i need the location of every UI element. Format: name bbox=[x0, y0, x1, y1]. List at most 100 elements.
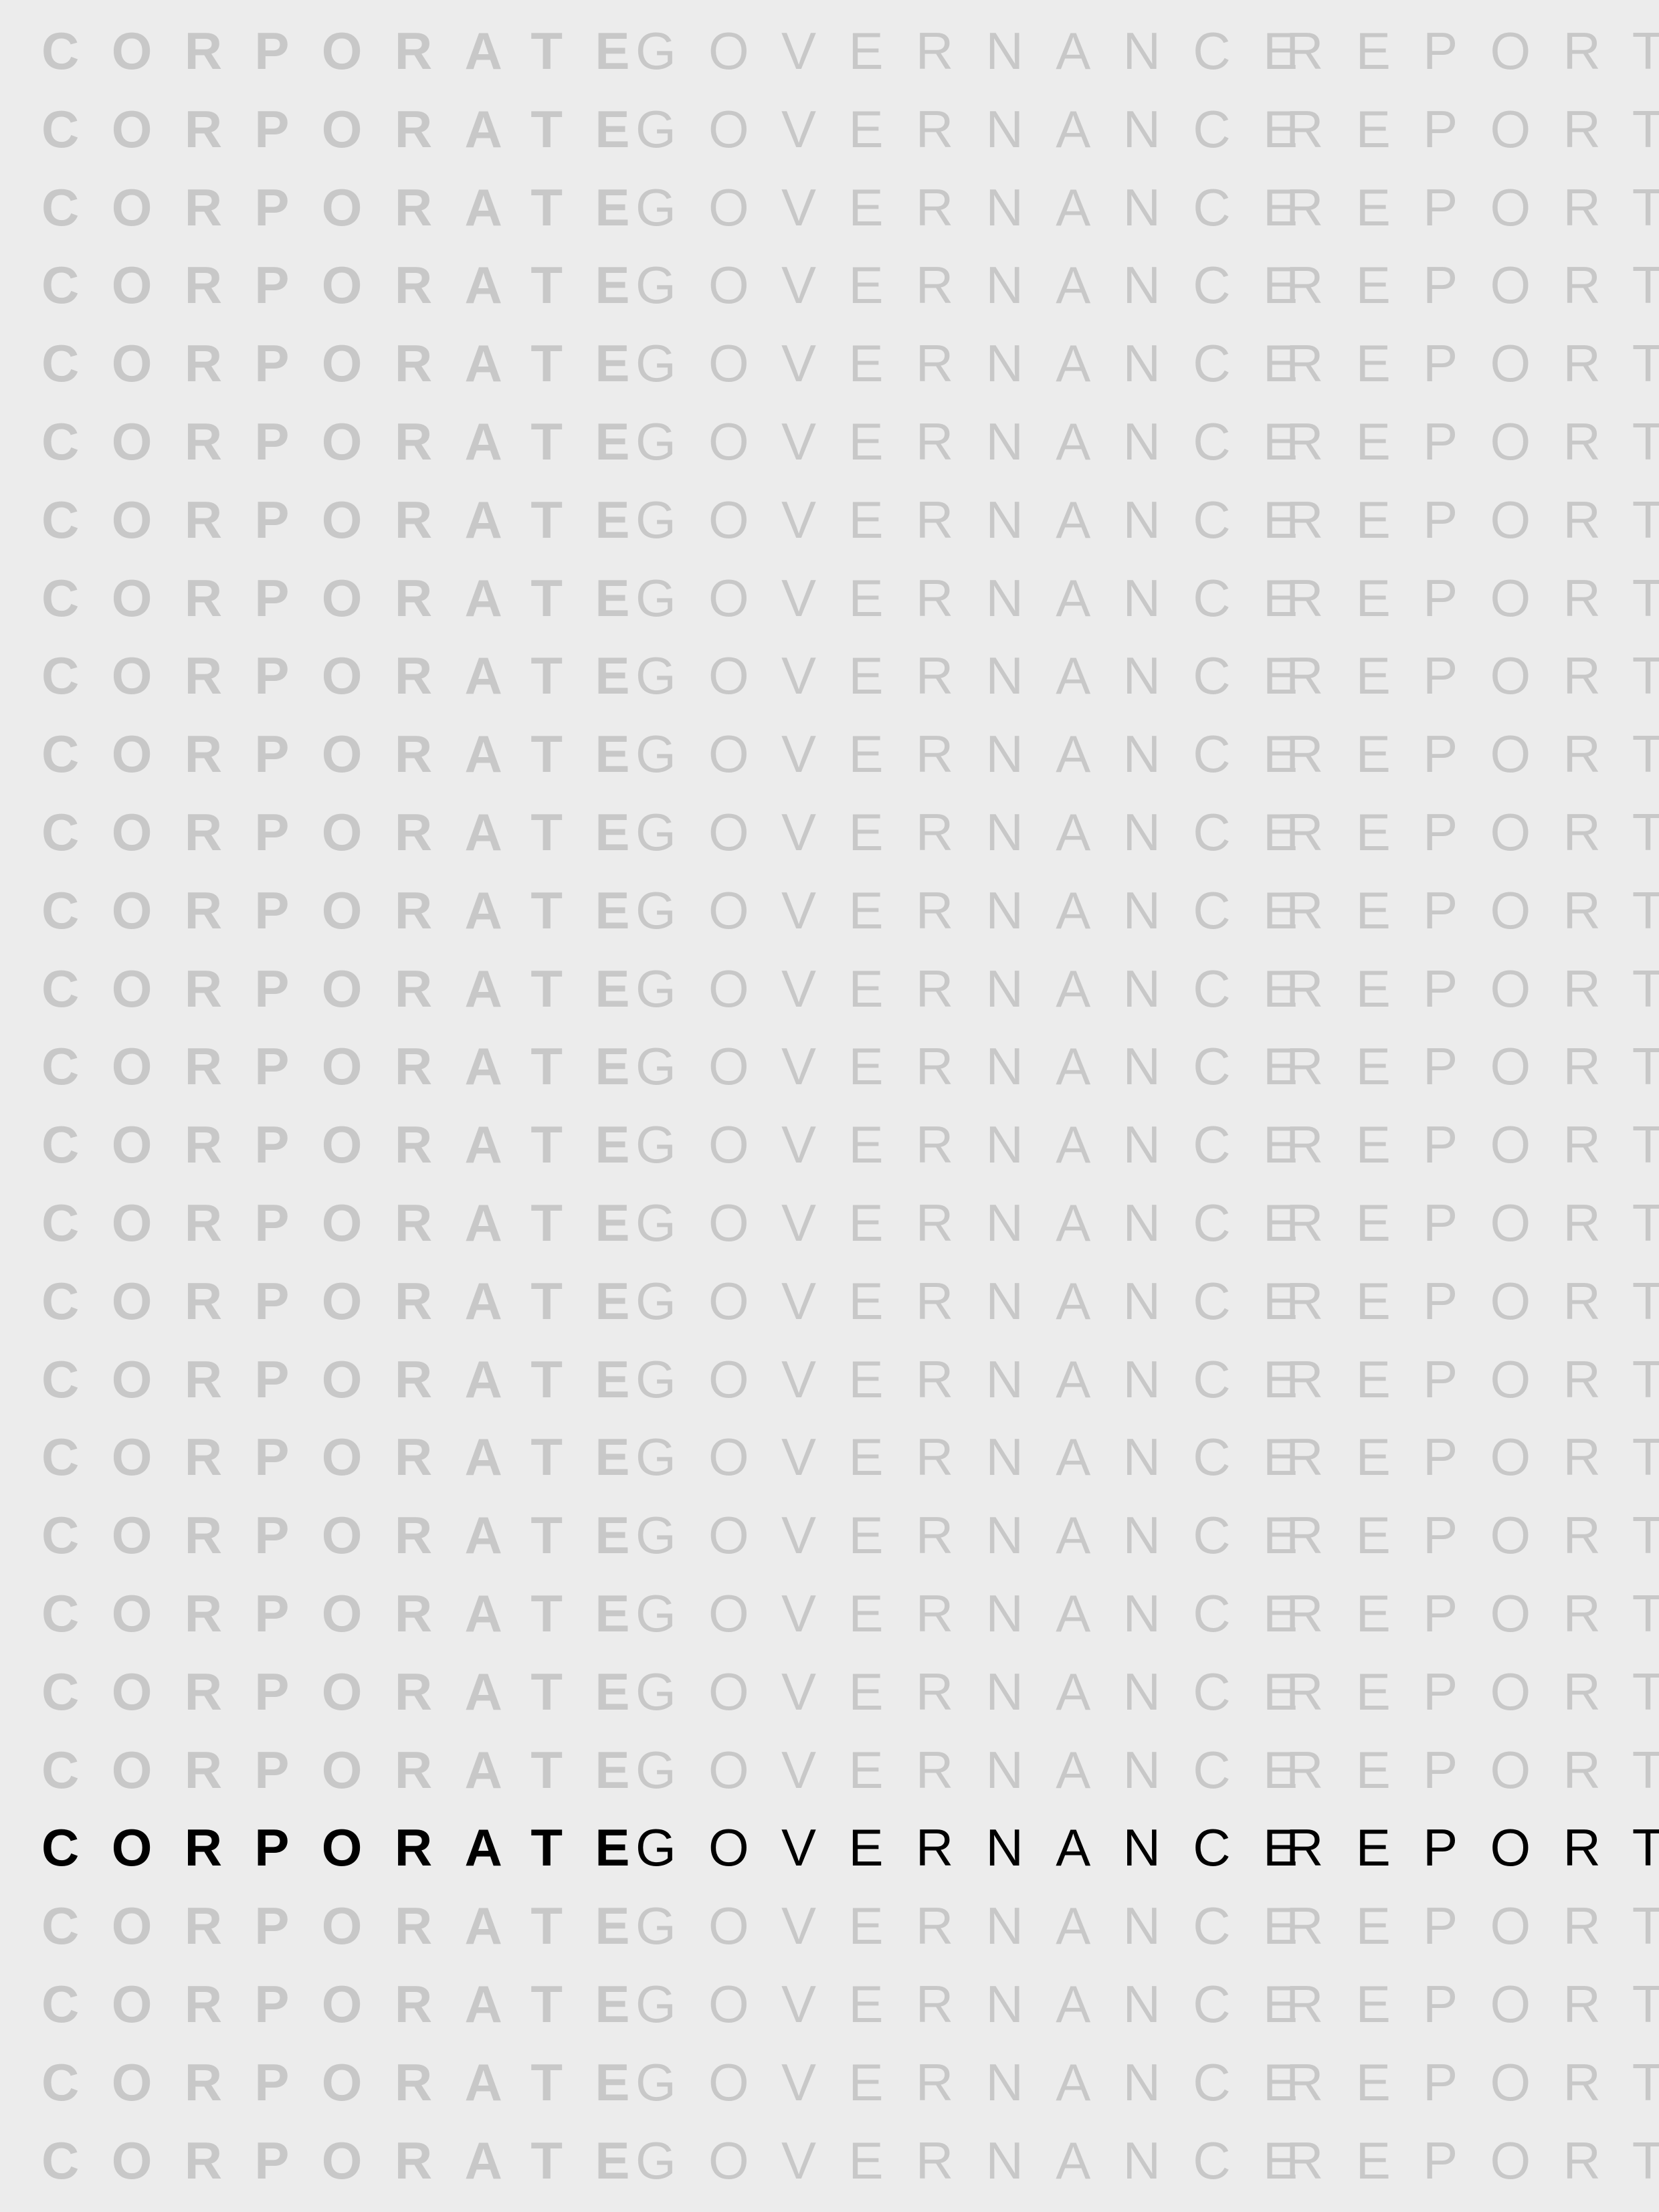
title-row: CORPORATE GOVERNANCE REPORT bbox=[41, 793, 1659, 872]
title-row: CORPORATE GOVERNANCE REPORT bbox=[41, 324, 1659, 403]
title-row: CORPORATE GOVERNANCE REPORT bbox=[41, 1184, 1659, 1262]
word-corporate: CORPORATE bbox=[41, 178, 662, 237]
word-governance: GOVERNANCE bbox=[636, 256, 1331, 314]
title-row: CORPORATE GOVERNANCE REPORT bbox=[41, 1887, 1659, 1965]
word-report: REPORT bbox=[1286, 1272, 1659, 1330]
word-report: REPORT bbox=[1286, 646, 1659, 705]
word-corporate: CORPORATE bbox=[41, 881, 662, 940]
word-corporate: CORPORATE bbox=[41, 2053, 662, 2112]
word-report: REPORT bbox=[1286, 1506, 1659, 1565]
word-governance: GOVERNANCE bbox=[636, 1818, 1331, 1877]
word-report: REPORT bbox=[1286, 959, 1659, 1018]
word-governance: GOVERNANCE bbox=[636, 1193, 1331, 1252]
word-corporate: CORPORATE bbox=[41, 1740, 662, 1799]
word-corporate: CORPORATE bbox=[41, 1662, 662, 1721]
word-governance: GOVERNANCE bbox=[636, 178, 1331, 237]
word-report: REPORT bbox=[1286, 412, 1659, 471]
word-corporate: CORPORATE bbox=[41, 21, 662, 80]
word-governance: GOVERNANCE bbox=[636, 724, 1331, 783]
word-governance: GOVERNANCE bbox=[636, 646, 1331, 705]
word-governance: GOVERNANCE bbox=[636, 490, 1331, 549]
word-report: REPORT bbox=[1286, 1350, 1659, 1409]
title-row: CORPORATE GOVERNANCE REPORT bbox=[41, 872, 1659, 950]
word-governance: GOVERNANCE bbox=[636, 1740, 1331, 1799]
title-row: CORPORATE GOVERNANCE REPORT bbox=[41, 1340, 1659, 1419]
title-row: CORPORATE GOVERNANCE REPORT bbox=[41, 246, 1659, 324]
word-corporate: CORPORATE bbox=[41, 646, 662, 705]
title-row: CORPORATE GOVERNANCE REPORT bbox=[41, 169, 1659, 247]
word-governance: GOVERNANCE bbox=[636, 21, 1331, 80]
word-report: REPORT bbox=[1286, 1427, 1659, 1486]
word-corporate: CORPORATE bbox=[41, 1193, 662, 1252]
word-governance: GOVERNANCE bbox=[636, 1506, 1331, 1565]
word-governance: GOVERNANCE bbox=[636, 412, 1331, 471]
word-report: REPORT bbox=[1286, 1584, 1659, 1643]
word-governance: GOVERNANCE bbox=[636, 1975, 1331, 2033]
title-row: CORPORATE GOVERNANCE REPORT bbox=[41, 1262, 1659, 1340]
word-governance: GOVERNANCE bbox=[636, 1272, 1331, 1330]
word-governance: GOVERNANCE bbox=[636, 1115, 1331, 1174]
title-row: CORPORATE GOVERNANCE REPORT bbox=[41, 1965, 1659, 2043]
word-report: REPORT bbox=[1286, 256, 1659, 314]
word-corporate: CORPORATE bbox=[41, 1037, 662, 1096]
word-corporate: CORPORATE bbox=[41, 100, 662, 159]
title-row: CORPORATE GOVERNANCE REPORT bbox=[41, 1731, 1659, 1809]
word-corporate: CORPORATE bbox=[41, 803, 662, 862]
word-corporate: CORPORATE bbox=[41, 2131, 662, 2190]
word-corporate: CORPORATE bbox=[41, 412, 662, 471]
word-corporate: CORPORATE bbox=[41, 724, 662, 783]
word-governance: GOVERNANCE bbox=[636, 569, 1331, 627]
word-corporate: CORPORATE bbox=[41, 1818, 662, 1877]
title-row: CORPORATE GOVERNANCE REPORT bbox=[41, 1027, 1659, 1106]
word-governance: GOVERNANCE bbox=[636, 1037, 1331, 1096]
word-corporate: CORPORATE bbox=[41, 1975, 662, 2033]
word-report: REPORT bbox=[1286, 178, 1659, 237]
title-row: CORPORATE GOVERNANCE REPORT bbox=[41, 481, 1659, 559]
title-row: CORPORATE GOVERNANCE REPORT bbox=[41, 1653, 1659, 1731]
word-report: REPORT bbox=[1286, 1115, 1659, 1174]
word-report: REPORT bbox=[1286, 1037, 1659, 1096]
word-report: REPORT bbox=[1286, 569, 1659, 627]
title-row: CORPORATE GOVERNANCE REPORT bbox=[41, 2043, 1659, 2122]
word-report: REPORT bbox=[1286, 1975, 1659, 2033]
word-corporate: CORPORATE bbox=[41, 1896, 662, 1955]
word-corporate: CORPORATE bbox=[41, 334, 662, 393]
word-report: REPORT bbox=[1286, 803, 1659, 862]
title-row: CORPORATE GOVERNANCE REPORT bbox=[41, 950, 1659, 1028]
title-row: CORPORATE GOVERNANCE REPORT bbox=[41, 90, 1659, 169]
word-corporate: CORPORATE bbox=[41, 490, 662, 549]
word-corporate: CORPORATE bbox=[41, 1506, 662, 1565]
word-report: REPORT bbox=[1286, 1896, 1659, 1955]
title-row-highlighted: CORPORATE GOVERNANCE REPORT bbox=[41, 1809, 1659, 1887]
word-report: REPORT bbox=[1286, 334, 1659, 393]
word-report: REPORT bbox=[1286, 881, 1659, 940]
word-corporate: CORPORATE bbox=[41, 1350, 662, 1409]
word-report: REPORT bbox=[1286, 1740, 1659, 1799]
word-report: REPORT bbox=[1286, 1818, 1659, 1877]
title-row: CORPORATE GOVERNANCE REPORT bbox=[41, 1418, 1659, 1496]
word-report: REPORT bbox=[1286, 724, 1659, 783]
word-corporate: CORPORATE bbox=[41, 1115, 662, 1174]
title-row: CORPORATE GOVERNANCE REPORT bbox=[41, 715, 1659, 793]
word-report: REPORT bbox=[1286, 2131, 1659, 2190]
title-row: CORPORATE GOVERNANCE REPORT bbox=[41, 1496, 1659, 1575]
word-governance: GOVERNANCE bbox=[636, 959, 1331, 1018]
word-governance: GOVERNANCE bbox=[636, 1350, 1331, 1409]
word-governance: GOVERNANCE bbox=[636, 1662, 1331, 1721]
title-row: CORPORATE GOVERNANCE REPORT bbox=[41, 559, 1659, 637]
title-row: CORPORATE GOVERNANCE REPORT bbox=[41, 1575, 1659, 1653]
word-corporate: CORPORATE bbox=[41, 1584, 662, 1643]
title-row: CORPORATE GOVERNANCE REPORT bbox=[41, 403, 1659, 481]
word-report: REPORT bbox=[1286, 490, 1659, 549]
word-report: REPORT bbox=[1286, 1662, 1659, 1721]
title-row: CORPORATE GOVERNANCE REPORT bbox=[41, 1106, 1659, 1184]
title-row: CORPORATE GOVERNANCE REPORT bbox=[41, 637, 1659, 715]
word-report: REPORT bbox=[1286, 1193, 1659, 1252]
word-corporate: CORPORATE bbox=[41, 1272, 662, 1330]
word-governance: GOVERNANCE bbox=[636, 2131, 1331, 2190]
word-report: REPORT bbox=[1286, 2053, 1659, 2112]
title-row: CORPORATE GOVERNANCE REPORT bbox=[41, 2122, 1659, 2200]
word-governance: GOVERNANCE bbox=[636, 881, 1331, 940]
word-report: REPORT bbox=[1286, 21, 1659, 80]
